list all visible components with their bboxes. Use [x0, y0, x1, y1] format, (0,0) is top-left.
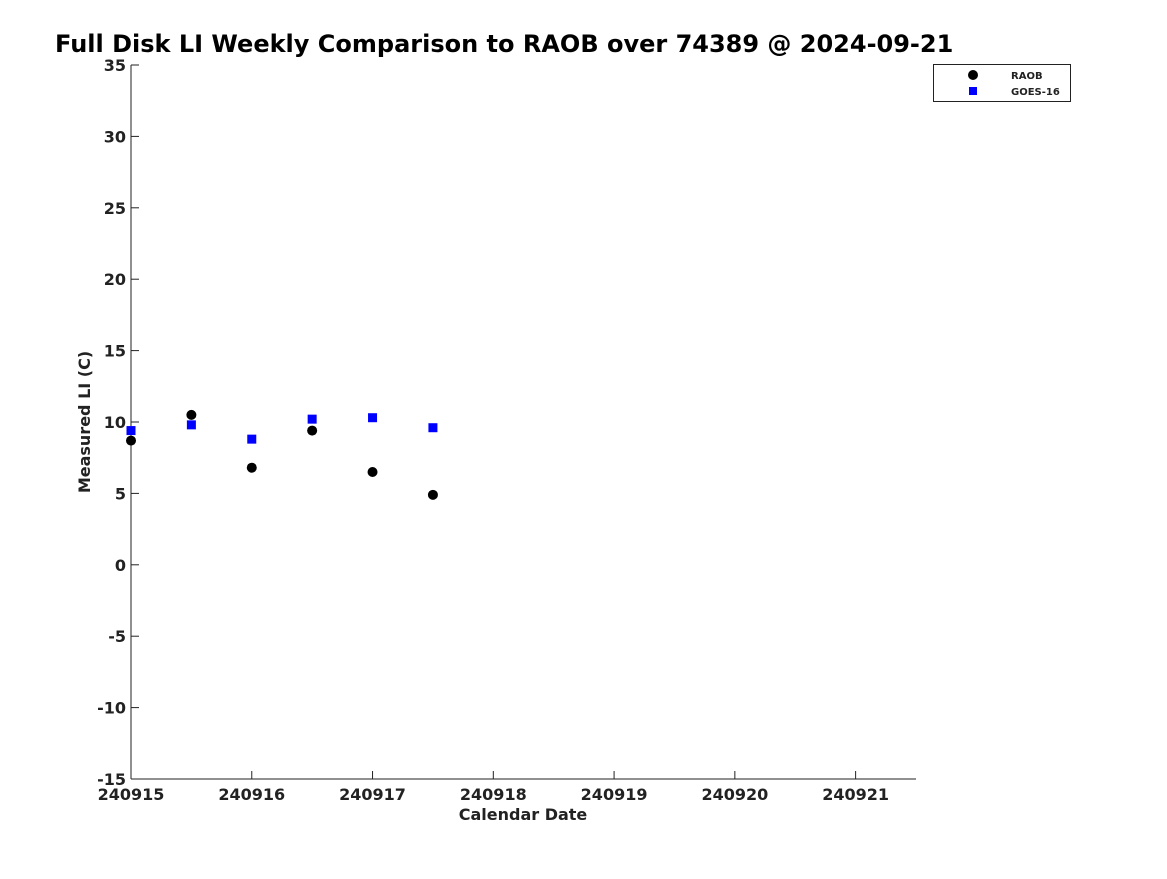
x-tick-label: 240921 — [822, 785, 889, 804]
raob-point — [186, 409, 197, 420]
x-tick-label: 240919 — [581, 785, 648, 804]
y-tick-label: 10 — [104, 413, 126, 432]
y-tick-label: -15 — [97, 770, 126, 789]
goes-16-point — [428, 423, 438, 433]
goes-16-point — [368, 413, 378, 423]
goes-16-point — [186, 420, 196, 430]
legend: RAOB GOES-16 — [933, 64, 1071, 102]
x-tick-label: 240917 — [339, 785, 406, 804]
x-tick-label: 240915 — [98, 785, 165, 804]
y-axis-label: Measured LI (C) — [75, 351, 94, 493]
y-tick-label: -5 — [108, 627, 126, 646]
y-tick-label: 35 — [104, 56, 126, 75]
x-tick-label: 240918 — [460, 785, 527, 804]
x-tick-label: 240916 — [218, 785, 285, 804]
legend-label-raob: RAOB — [1011, 71, 1043, 82]
goes-16-point — [126, 426, 136, 436]
y-tick-label: 15 — [104, 342, 126, 361]
legend-marker-goes-16 — [969, 87, 977, 95]
y-tick-label: -10 — [97, 699, 126, 718]
y-tick-label: 30 — [104, 127, 126, 146]
goes-16-point — [247, 434, 257, 444]
x-axis-label: Calendar Date — [459, 805, 588, 824]
x-tick-label: 240920 — [701, 785, 768, 804]
raob-point — [307, 425, 318, 436]
legend-box — [933, 64, 1071, 102]
y-tick-label: 0 — [115, 556, 126, 575]
raob-point — [246, 462, 257, 473]
legend-label-goes-16: GOES-16 — [1011, 87, 1060, 98]
y-tick-label: 25 — [104, 199, 126, 218]
raob-point — [367, 466, 378, 477]
raob-point — [427, 489, 438, 500]
y-tick-label: 5 — [115, 484, 126, 503]
goes-16-point — [307, 414, 317, 424]
raob-point — [126, 435, 136, 446]
y-tick-label: 20 — [104, 270, 126, 289]
data-points — [126, 409, 438, 500]
chart-title: Full Disk LI Weekly Comparison to RAOB o… — [55, 30, 953, 58]
legend-marker-raob — [968, 70, 978, 80]
